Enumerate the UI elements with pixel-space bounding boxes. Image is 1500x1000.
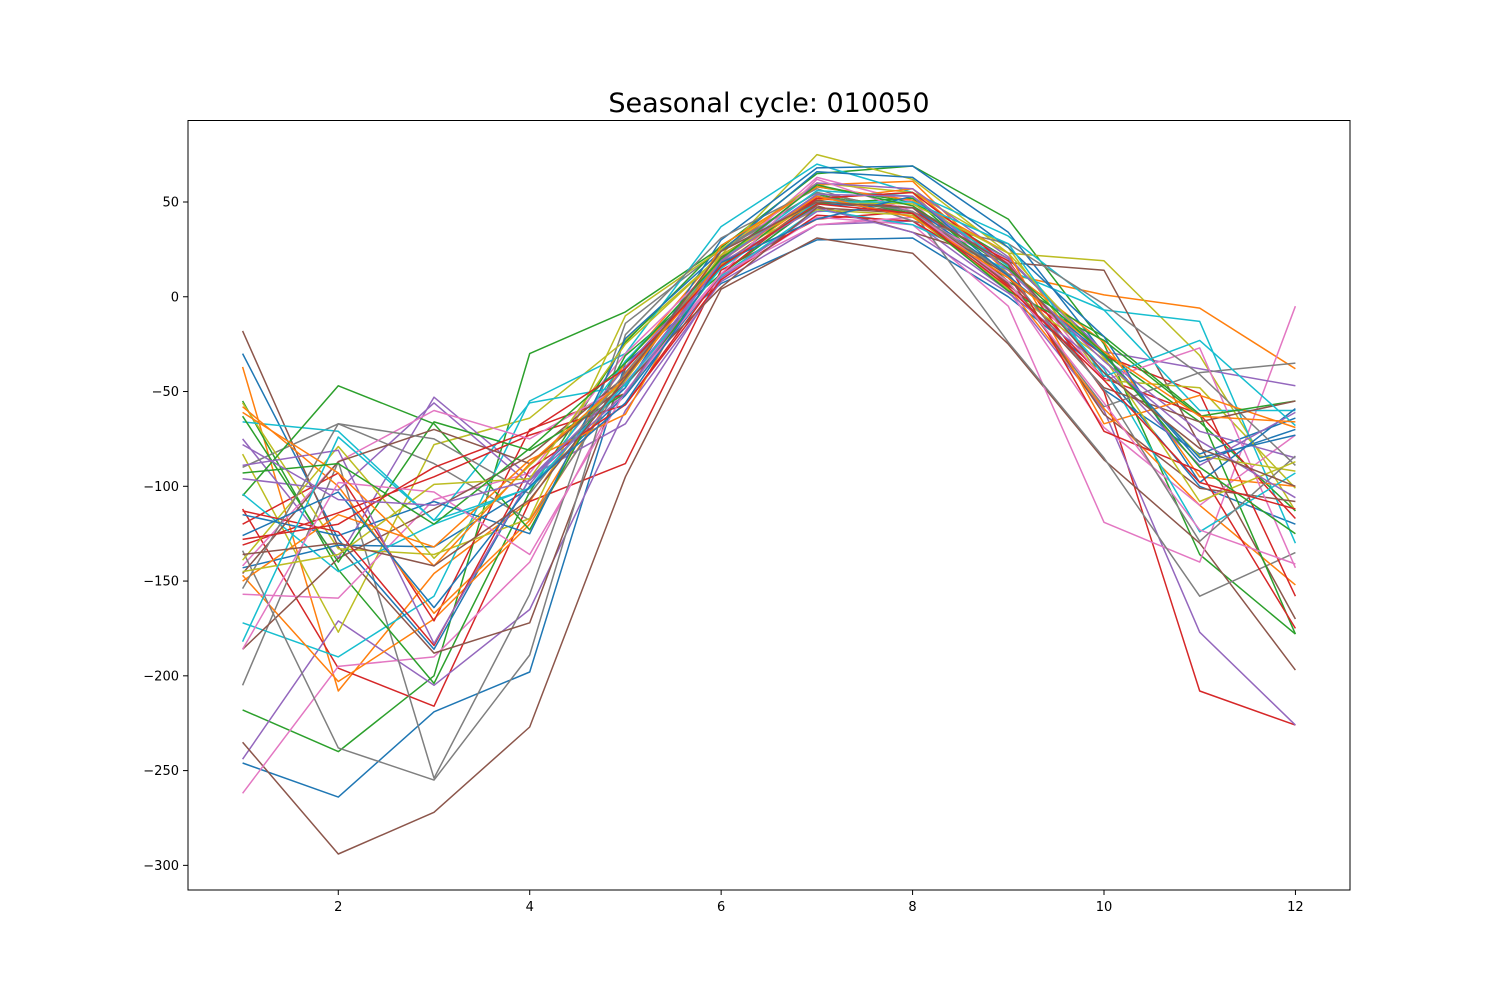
x-tick-label: 2 bbox=[334, 900, 342, 915]
series-line-43 bbox=[242, 184, 1296, 535]
series-line-22 bbox=[242, 187, 1296, 615]
chart-title: Seasonal cycle: 010050 bbox=[608, 88, 929, 119]
x-tick-label: 6 bbox=[717, 900, 725, 915]
series-line-5 bbox=[241, 220, 1296, 760]
series-line-28 bbox=[241, 187, 1296, 781]
series-line-15 bbox=[242, 206, 1296, 560]
series-layer bbox=[241, 153, 1297, 855]
x-tick-label: 8 bbox=[908, 900, 916, 915]
series-line-9 bbox=[241, 153, 1297, 633]
x-tick-label: 12 bbox=[1287, 900, 1304, 915]
series-line-46 bbox=[242, 201, 1296, 567]
series-line-16 bbox=[241, 205, 1297, 654]
series-line-12 bbox=[242, 191, 1296, 683]
series-line-33 bbox=[241, 193, 1296, 563]
series-line-17 bbox=[242, 176, 1296, 599]
axis-layer: 2 4 6 8 10 12 50 0 −50 −100 −150 −200 −250 −300 bbox=[143, 195, 1303, 915]
series-line-45 bbox=[242, 193, 1296, 507]
series-line-32 bbox=[242, 186, 1296, 582]
series-line-10 bbox=[242, 163, 1297, 658]
series-line-36 bbox=[242, 206, 1296, 574]
y-tick-label: −100 bbox=[143, 480, 179, 495]
y-tick-label: −250 bbox=[143, 764, 179, 779]
series-line-34 bbox=[242, 191, 1297, 647]
series-line-6 bbox=[242, 237, 1296, 855]
series-line-1 bbox=[242, 237, 1296, 798]
x-tick-label: 10 bbox=[1096, 900, 1113, 915]
series-line-4 bbox=[241, 210, 1296, 726]
y-tick-label: −200 bbox=[143, 669, 179, 684]
series-line-44 bbox=[242, 203, 1296, 541]
series-line-2 bbox=[241, 180, 1296, 692]
x-tick-label: 4 bbox=[526, 900, 534, 915]
series-line-42 bbox=[242, 195, 1296, 567]
y-tick-label: −300 bbox=[143, 859, 179, 874]
y-tick-label: 50 bbox=[162, 195, 179, 210]
plot-area-frame bbox=[187, 120, 1351, 891]
series-line-8 bbox=[241, 191, 1296, 779]
y-tick-label: 0 bbox=[171, 290, 179, 305]
y-tick-label: −150 bbox=[143, 575, 179, 590]
series-line-20 bbox=[242, 208, 1296, 522]
y-tick-label: −50 bbox=[152, 385, 179, 400]
